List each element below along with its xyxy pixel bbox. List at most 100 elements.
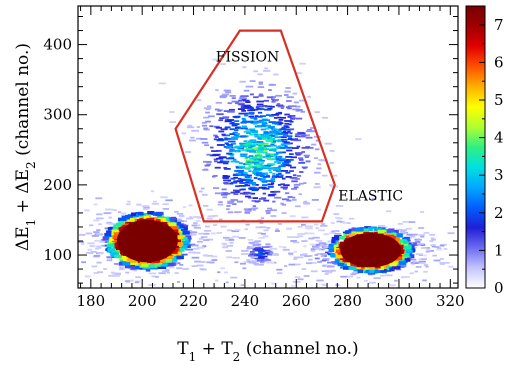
heatmap-cell [290,138,295,141]
heatmap-cell [287,146,293,149]
heatmap-cell [289,132,293,135]
heatmap-cell [228,200,235,203]
heatmap-cell [254,135,260,138]
heatmap-cell [168,262,174,267]
heatmap-cell [260,128,267,131]
heatmap-cell [251,170,259,173]
heatmap-cell [427,250,434,252]
heatmap-cell [146,218,155,222]
heatmap-cell [206,208,213,211]
heatmap-cell [79,234,86,236]
heatmap-cell [409,258,417,261]
heatmap-cell [227,202,234,205]
heatmap-cell [332,174,338,177]
heatmap-cell [216,144,222,146]
heatmap-cell [238,171,244,174]
heatmap-cell [269,148,278,150]
heatmap-cell [263,259,270,261]
heatmap-cell [271,282,275,285]
heatmap-cell [266,227,271,229]
heatmap-cell [241,117,246,120]
heatmap-cell [425,265,429,268]
heatmap-cell [271,100,276,103]
heatmap-cell [237,200,243,203]
heatmap-cell [257,150,262,153]
heatmap-cell [293,183,301,186]
heatmap-cell [272,175,280,177]
heatmap-cell [218,119,223,122]
heatmap-cell [165,259,172,263]
heatmap-cell [205,225,210,228]
heatmap-cell [418,234,425,236]
heatmap-cell [220,193,228,196]
heatmap-cell [377,229,385,234]
heatmap-cell [213,175,218,177]
heatmap-cell [201,121,207,124]
heatmap-cell [286,227,292,230]
heatmap-cell [267,183,274,186]
heatmap-cell [311,143,317,146]
heatmap-cell [308,237,315,240]
heatmap-cell [305,134,310,137]
heatmap-cell [108,274,116,277]
heatmap-cell [217,109,222,112]
heatmap-cell [263,229,269,232]
heatmap-cell [413,242,417,245]
heatmap-cell [291,180,298,183]
heatmap-cell [114,254,122,259]
colorbar-tick-label: 3 [494,166,504,184]
heatmap-cell [385,274,393,277]
heatmap-cell [325,271,333,274]
heatmap-cell [165,269,170,272]
heatmap-cell [241,253,249,255]
heatmap-cell [276,168,281,171]
heatmap-cell [299,182,304,185]
heatmap-cell [342,222,348,224]
heatmap-cell [213,138,217,141]
heatmap-cell [258,159,262,162]
heatmap-cell [278,165,286,168]
heatmap-cell [243,89,250,92]
heatmap-cell [208,115,215,118]
heatmap-cell [407,252,413,256]
heatmap-cell [294,138,298,141]
heatmap-cell [260,144,268,146]
heatmap-cell [270,154,277,157]
heatmap-cell [254,151,261,154]
heatmap-cell [256,103,264,106]
heatmap-cell [205,254,213,257]
heatmap-cell [209,125,214,128]
heatmap-cell [278,111,283,114]
heatmap-cell [372,229,381,234]
heatmap-cell [278,155,283,158]
heatmap-cell [222,176,230,179]
heatmap-cell [447,232,455,235]
heatmap-cell [412,261,421,264]
heatmap-cell [288,263,296,266]
heatmap-cell [259,222,264,224]
heatmap-cell [246,131,252,134]
heatmap-cell [203,116,210,119]
heatmap-cell [263,99,269,102]
heatmap-cell [297,109,303,111]
heatmap-cell [188,233,197,236]
heatmap-cell [317,163,322,166]
heatmap-cell [231,124,238,127]
heatmap-cell [125,264,132,269]
heatmap-cell [272,128,277,130]
heatmap-cell [166,271,170,274]
heatmap-cell [282,246,287,249]
heatmap-cell [127,200,131,203]
heatmap-cell [246,159,251,162]
heatmap-cell [135,265,141,270]
heatmap-cell [381,226,388,229]
heatmap-cell [263,199,270,202]
heatmap-cell [278,151,286,154]
heatmap-cell [252,262,259,265]
heatmap-cell [262,119,271,122]
heatmap-cell [220,225,227,228]
heatmap-cell [224,168,231,170]
heatmap-cell [395,228,402,231]
heatmap-cell [331,239,336,243]
heatmap-cell [254,263,259,266]
